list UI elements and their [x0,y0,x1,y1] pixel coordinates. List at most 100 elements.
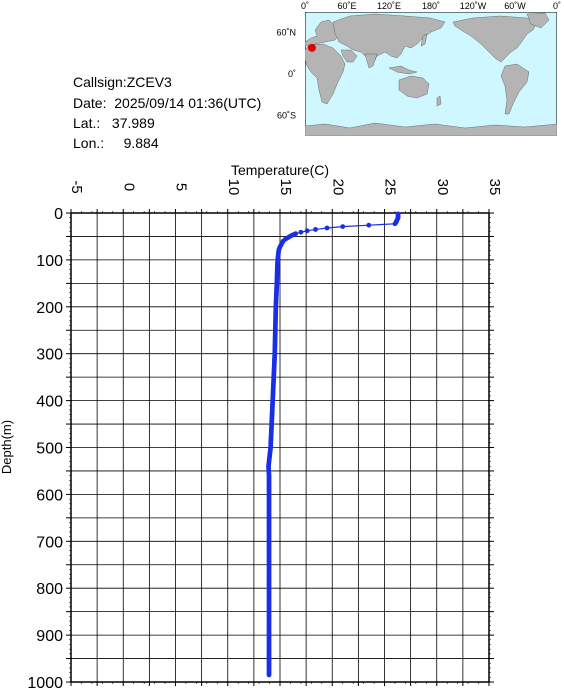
series-point [267,451,273,457]
date-label: Date: 2025/09/14 01:36(UTC) [73,95,262,111]
series-point [266,663,272,669]
series-point [266,638,272,644]
series-point [269,418,275,424]
series-point [266,540,272,546]
series-point [266,492,272,497]
series-point [266,651,272,657]
series-point [269,424,274,430]
series-point [268,442,274,447]
series-point [293,231,299,237]
series-point [273,300,279,305]
series-point [266,557,272,562]
series-point [266,588,272,594]
series-point [266,510,272,515]
series-point [266,606,272,612]
series-point [274,263,280,269]
series-point [275,253,281,259]
series-point [266,483,272,489]
series-point [274,276,280,282]
x-tick-label: 30 [434,179,451,196]
series-point [287,234,293,239]
series-point [271,370,277,376]
land-greenland [526,12,550,29]
series-point [266,584,272,590]
series-point [395,214,401,219]
land-africa [305,43,346,105]
series-point [266,459,272,464]
series-point [271,361,277,367]
series-point [273,305,279,311]
series-point [266,672,272,678]
series-point [266,486,272,492]
series-point [272,355,277,361]
series-point [266,502,272,508]
series-point [269,417,275,423]
y-tick-label: 800 [36,581,63,598]
series-point [272,358,277,364]
series-point [270,395,276,401]
series-point [272,336,278,342]
series-point [271,379,276,384]
series-point [266,591,272,597]
series-point [274,265,280,270]
series-point [272,354,278,360]
series-point [274,286,280,292]
series-point [395,211,401,217]
series-point [284,235,290,241]
series-point [266,471,272,477]
series-point [266,614,272,620]
series-point [266,529,272,535]
world-map [305,12,557,136]
series-point [268,428,274,434]
series-point [270,404,275,409]
land-south-america [500,63,530,115]
y-tick-label: 100 [36,253,63,270]
series-point [266,505,272,511]
series-point [269,420,275,425]
series-point [266,487,272,493]
series-point [272,352,278,358]
series-point [274,291,279,297]
series-point [266,635,272,641]
series-point [270,390,276,396]
x-tick-label: 15 [277,179,294,196]
series-point [274,289,279,295]
series-point [395,212,401,218]
series-point [269,406,275,412]
y-tick-label: 1000 [27,675,63,690]
series-point [268,433,274,439]
series-point [271,368,277,374]
series-point [266,544,272,550]
series-point [269,426,274,431]
series-point [272,323,278,329]
series-point [271,363,277,368]
series-point [274,279,280,285]
series-point [393,219,399,225]
series-point [272,326,278,332]
series-point [268,436,274,442]
series-point [266,668,272,673]
series-point [290,232,296,238]
series-point [278,242,284,248]
series-point [273,320,278,326]
series-point [266,666,272,672]
series-point [272,338,278,343]
series-point [268,446,273,452]
series-point [268,443,274,449]
series-point [266,622,272,627]
series-point [266,566,272,571]
callsign-label: Callsign:ZCEV3 [73,74,172,90]
series-point [266,657,272,663]
series-point [272,342,278,348]
series-point [266,581,272,587]
series-point [270,386,276,392]
series-point [273,311,279,317]
series-point [304,228,310,234]
series-point [272,324,278,330]
series-point [266,644,272,650]
series-point [276,247,282,252]
series-point [340,224,346,230]
series-point [273,295,279,301]
series-point [266,496,272,502]
series-point [282,236,288,242]
